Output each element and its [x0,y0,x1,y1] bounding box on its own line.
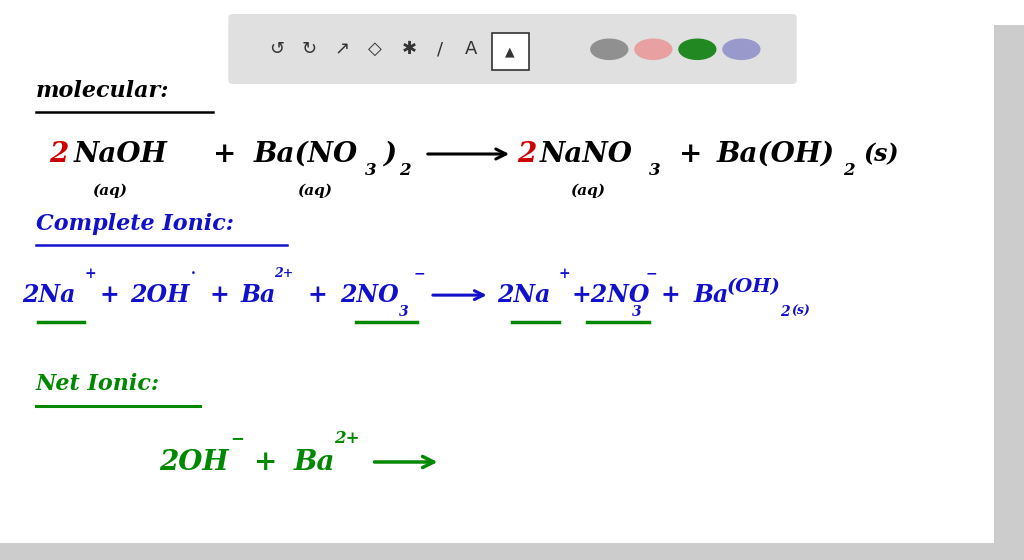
Text: Ba(OH): Ba(OH) [717,141,835,167]
Text: 2Na: 2Na [497,283,550,307]
Text: +: + [85,267,96,281]
Circle shape [635,39,672,59]
Text: ): ) [383,141,396,167]
Text: (OH): (OH) [727,278,781,296]
Text: ▲: ▲ [505,45,515,58]
Circle shape [679,39,716,59]
FancyBboxPatch shape [492,33,529,70]
Text: ↗: ↗ [335,40,349,58]
Bar [0,543,1024,560]
Text: 3: 3 [365,162,376,179]
Text: Ba: Ba [693,283,728,307]
Text: 2: 2 [843,162,854,179]
Text: A: A [465,40,477,58]
Text: Complete Ionic:: Complete Ionic: [36,213,233,235]
Text: 3: 3 [632,305,641,319]
Text: 3: 3 [649,162,660,179]
Text: +: + [558,267,569,281]
Text: +: + [254,449,278,475]
Text: 2: 2 [399,162,411,179]
Text: 2: 2 [780,305,790,319]
Bar [994,25,1024,560]
Text: 2OH: 2OH [130,283,189,307]
Text: Ba: Ba [241,283,275,307]
Text: +: + [213,141,237,167]
Circle shape [591,39,628,59]
Text: +: + [210,283,229,307]
Text: (aq): (aq) [297,183,332,198]
Text: ↺: ↺ [269,40,284,58]
Circle shape [723,39,760,59]
Text: 2: 2 [517,141,537,167]
Text: −: − [414,267,425,281]
Text: ↻: ↻ [302,40,316,58]
Text: 2OH: 2OH [159,449,228,475]
Text: −: − [230,430,245,447]
Text: +: + [307,283,327,307]
FancyBboxPatch shape [228,14,797,84]
Text: +: + [99,283,119,307]
Text: (s): (s) [863,142,899,166]
Text: Net Ionic:: Net Ionic: [36,372,160,395]
Text: 2: 2 [49,141,69,167]
Text: +: + [660,283,680,307]
Text: +: + [679,141,702,167]
Text: Ba: Ba [294,449,336,475]
Text: 2+: 2+ [334,430,359,447]
Text: NaNO: NaNO [540,141,633,167]
Text: +2NO: +2NO [571,283,650,307]
Text: /: / [437,40,443,58]
Text: 3: 3 [399,305,409,319]
Text: ✱: ✱ [402,40,417,58]
Text: (aq): (aq) [92,183,127,198]
Text: ◇: ◇ [368,40,382,58]
Text: 2Na: 2Na [23,283,76,307]
Text: Ba(NO: Ba(NO [254,141,358,167]
Text: −: − [645,267,656,281]
Text: 2NO: 2NO [340,283,398,307]
Text: (aq): (aq) [570,183,605,198]
Text: ·: · [190,267,196,281]
Text: NaOH: NaOH [74,141,168,167]
Text: (s): (s) [792,305,810,319]
Text: molecular:: molecular: [36,80,169,102]
Text: 2+: 2+ [274,267,294,281]
